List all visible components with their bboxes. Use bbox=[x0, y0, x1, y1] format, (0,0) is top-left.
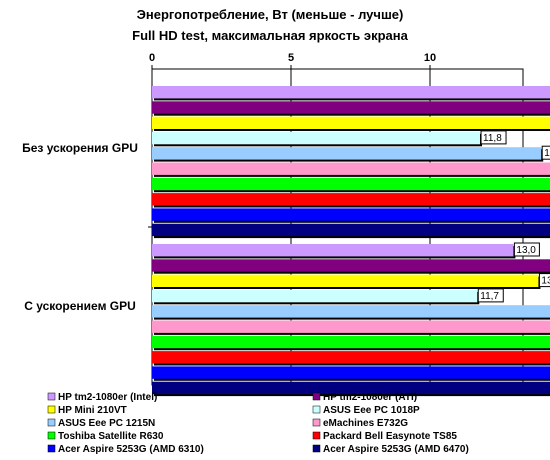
bar bbox=[152, 131, 481, 145]
legend-label: HP Mini 210VT bbox=[58, 405, 127, 416]
bar bbox=[152, 86, 550, 99]
plot-area: 051015202516,620,214,611,814,025,522,219… bbox=[22, 52, 550, 397]
bar bbox=[152, 289, 478, 303]
legend-swatch bbox=[47, 431, 56, 440]
bar bbox=[152, 244, 514, 257]
legend-label: Acer Aspire 5253G (AMD 6470) bbox=[323, 444, 469, 455]
legend: HP tm2-1080er (Intel) HP tm2-1080er (ATI)… bbox=[47, 392, 469, 455]
category-label: С ускорением GPU bbox=[24, 299, 136, 313]
bar bbox=[152, 223, 550, 237]
bar bbox=[152, 366, 550, 379]
bar bbox=[152, 162, 550, 175]
data-label: 11,8 bbox=[483, 133, 502, 144]
legend-swatch bbox=[312, 431, 321, 440]
legend-label: eMachines E732G bbox=[323, 418, 408, 429]
bar bbox=[152, 351, 550, 364]
bar bbox=[152, 177, 550, 191]
data-label: 14,0 bbox=[544, 148, 550, 159]
bar bbox=[152, 381, 550, 395]
legend-swatch bbox=[47, 418, 56, 427]
bar bbox=[152, 305, 550, 318]
bar bbox=[152, 274, 539, 287]
legend-label: ASUS Eee PC 1018P bbox=[323, 405, 420, 416]
legend-swatch bbox=[312, 392, 321, 401]
data-label: 13,0 bbox=[516, 245, 536, 256]
legend-label: HP tm2-1080er (Intel) bbox=[58, 392, 157, 403]
bar bbox=[152, 320, 550, 333]
legend-swatch bbox=[47, 444, 56, 453]
x-tick-label: 10 bbox=[424, 52, 436, 64]
legend-label: Packard Bell Easynote TS85 bbox=[323, 431, 457, 442]
bar bbox=[152, 193, 550, 206]
legend-swatch bbox=[312, 405, 321, 414]
bar bbox=[152, 208, 550, 221]
legend-label: Toshiba Satellite R630 bbox=[58, 431, 164, 442]
legend-label: HP tm2-1080er (ATI) bbox=[323, 392, 417, 403]
bar bbox=[152, 147, 542, 160]
bar bbox=[152, 116, 550, 129]
bar bbox=[152, 335, 550, 349]
bar bbox=[152, 259, 550, 272]
data-label-box bbox=[541, 145, 550, 160]
data-label-box bbox=[477, 288, 504, 303]
x-tick-label: 0 bbox=[149, 52, 155, 64]
legend-swatch bbox=[47, 392, 56, 401]
legend-swatch bbox=[312, 418, 321, 427]
data-label: 13,9 bbox=[541, 276, 550, 287]
legend-swatch bbox=[312, 444, 321, 453]
chart-subtitle: Full HD test, максимальная яркость экран… bbox=[132, 28, 408, 43]
data-label: 11,7 bbox=[480, 291, 499, 302]
data-label-box bbox=[480, 130, 507, 145]
chart-title: Энергопотребление, Вт (меньше - лучше) bbox=[137, 7, 404, 22]
data-label-box bbox=[513, 242, 540, 257]
legend-label: ASUS Eee PC 1215N bbox=[58, 418, 155, 429]
legend-label: Acer Aspire 5253G (AMD 6310) bbox=[58, 444, 204, 455]
category-label: Без ускорения GPU bbox=[22, 141, 138, 155]
legend-swatch bbox=[47, 405, 56, 414]
data-label-box bbox=[538, 273, 550, 288]
bar bbox=[152, 101, 550, 114]
x-tick-label: 5 bbox=[288, 52, 294, 64]
